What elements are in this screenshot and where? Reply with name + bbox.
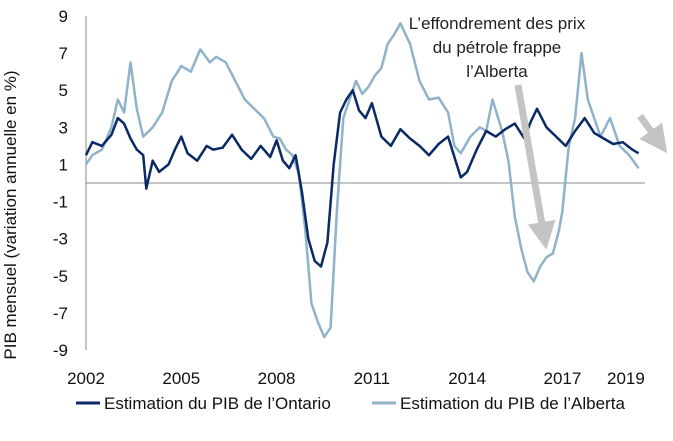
y-tick-labels: 9 7 5 3 1 -1 -3 -5 -7 -9 (53, 7, 68, 360)
y-tick-label: 3 (59, 118, 68, 137)
x-tick-label: 2011 (354, 369, 391, 388)
annotation-line-2: du pétrole frappe (433, 38, 562, 57)
y-axis-label: PIB mensuel (variation annuelle en %) (1, 70, 20, 359)
y-tick-label: -1 (53, 193, 68, 212)
x-tick-labels: 2002 2005 2008 2011 2014 2017 2019 (67, 369, 645, 388)
x-tick-label: 2019 (607, 369, 645, 388)
legend-label-alberta: Estimation du PIB de l’Alberta (400, 394, 625, 413)
y-tick-label: 1 (59, 155, 68, 174)
series-lines (84, 22, 640, 339)
y-tick-label: 7 (59, 44, 68, 63)
annotation-line-1: L’effondrement des prix (409, 14, 586, 33)
annotation-arrow-recent (637, 113, 668, 154)
y-tick-label: -7 (53, 304, 68, 323)
legend-label-ontario: Estimation du PIB de l’Ontario (104, 394, 331, 413)
series-line-ontario (84, 88, 640, 268)
annotation-arrow-decline (514, 84, 556, 250)
x-tick-label: 2014 (448, 369, 486, 388)
x-tick-label: 2017 (544, 369, 582, 388)
y-tick-label: 9 (59, 7, 68, 26)
series-line-alberta (84, 22, 640, 339)
x-tick-label: 2002 (67, 369, 105, 388)
x-tick-label: 2005 (162, 369, 200, 388)
annotation-line-3: l’Alberta (466, 62, 528, 81)
y-tick-label: 5 (59, 81, 68, 100)
y-tick-label: -5 (53, 267, 68, 286)
y-tick-label: -9 (53, 341, 68, 360)
y-tick-label: -3 (53, 230, 68, 249)
x-tick-label: 2008 (258, 369, 296, 388)
